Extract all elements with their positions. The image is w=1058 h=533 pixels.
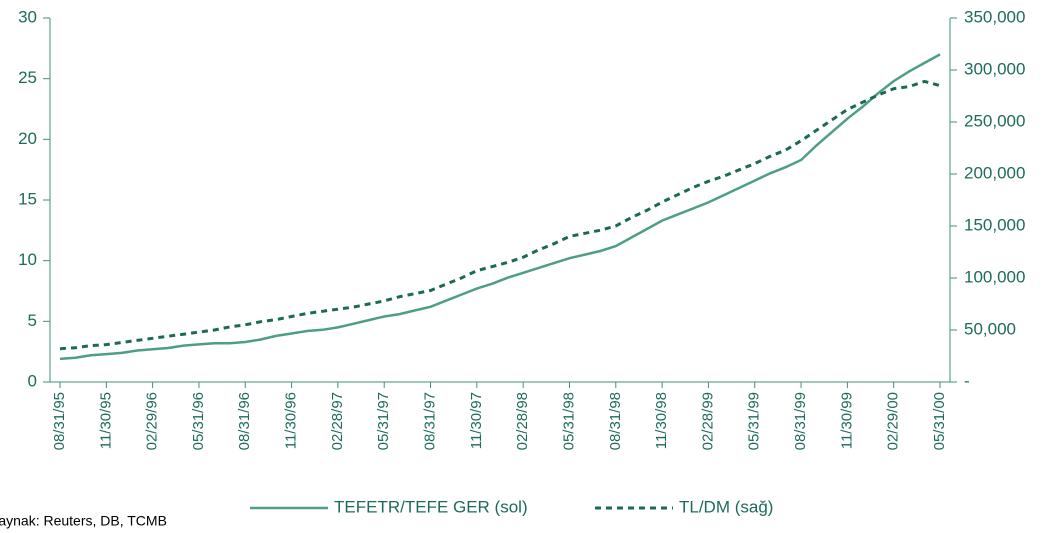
y2-tick-label: 150,000 — [964, 215, 1025, 234]
x-tick-label: 08/31/98 — [607, 392, 624, 450]
y2-tick-label: 300,000 — [964, 59, 1025, 78]
x-tick-label: 02/28/97 — [329, 392, 346, 450]
x-tick-label: 02/29/96 — [144, 392, 161, 450]
x-tick-label: 11/30/98 — [653, 392, 670, 449]
y2-tick-label: 50,000 — [964, 319, 1016, 338]
legend-label: TL/DM (sağ) — [679, 497, 773, 516]
x-tick-label: 05/31/98 — [560, 392, 577, 450]
y-tick-label: 20 — [18, 129, 37, 148]
x-tick-label: 05/31/96 — [190, 392, 207, 450]
x-tick-label: 02/28/99 — [699, 392, 716, 450]
x-tick-label: 08/31/97 — [421, 392, 438, 450]
y-tick-label: 25 — [18, 68, 37, 87]
x-tick-label: 05/31/99 — [746, 392, 763, 450]
x-tick-label: 11/30/96 — [283, 392, 300, 449]
series-line — [59, 79, 941, 351]
x-tick-label: 08/31/96 — [236, 392, 253, 450]
y2-tick-label: 350,000 — [964, 7, 1025, 26]
y2-tick-label: - — [964, 371, 970, 390]
y-tick-label: 10 — [18, 250, 37, 269]
y-tick-label: 0 — [28, 371, 37, 390]
y-tick-label: 30 — [18, 7, 37, 26]
y2-tick-label: 100,000 — [964, 267, 1025, 286]
series-line — [59, 53, 941, 361]
x-tick-label: 11/30/99 — [838, 392, 855, 449]
x-tick-label: 08/31/99 — [792, 392, 809, 450]
legend-label: TEFETR/TEFE GER (sol) — [334, 497, 528, 516]
x-tick-label: 05/31/00 — [931, 392, 948, 450]
x-tick-label: 02/29/00 — [885, 392, 902, 450]
x-tick-label: 11/30/97 — [468, 392, 485, 449]
y-tick-label: 15 — [18, 189, 37, 208]
x-tick-label: 08/31/95 — [51, 392, 68, 450]
source-note: Kaynak: Reuters, DB, TCMB — [0, 513, 167, 529]
y-tick-label: 5 — [28, 311, 37, 330]
x-tick-label: 05/31/97 — [375, 392, 392, 450]
x-tick-label: 11/30/95 — [97, 392, 114, 449]
y2-tick-label: 250,000 — [964, 111, 1025, 130]
x-tick-label: 02/28/98 — [514, 392, 531, 450]
y2-tick-label: 200,000 — [964, 163, 1025, 182]
